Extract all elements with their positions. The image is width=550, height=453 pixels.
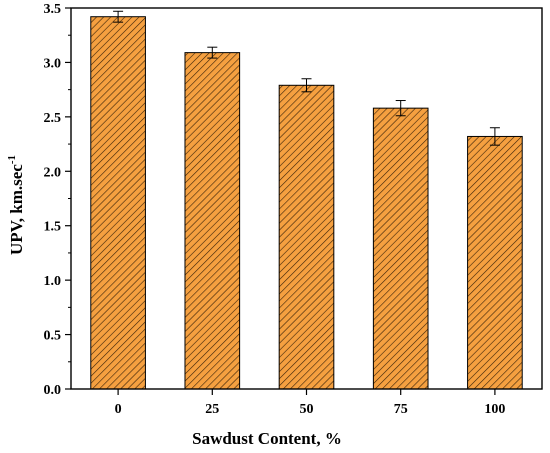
y-tick-label-0.5: 0.5 (44, 329, 62, 344)
y-tick-label-0.0: 0.0 (44, 383, 62, 398)
error-bar-25 (207, 46, 218, 59)
y-tick-label-2.5: 2.5 (44, 111, 62, 126)
bar-75 (372, 107, 429, 390)
y-tick-label-1.0: 1.0 (44, 274, 62, 289)
x-tick-label-100: 100 (484, 402, 505, 417)
x-tick-label-75: 75 (394, 402, 408, 417)
bar-100 (467, 135, 523, 390)
bar-0 (90, 16, 146, 390)
y-axis-title-superscript: -1 (6, 155, 18, 164)
x-tick-label-25: 25 (205, 402, 219, 417)
error-bar-50 (301, 78, 312, 93)
error-bar-75 (395, 100, 406, 117)
bar-25 (184, 52, 241, 390)
x-tick-label-0: 0 (115, 402, 122, 417)
x-tick-label-50: 50 (300, 402, 314, 417)
bar-50 (278, 84, 335, 390)
x-axis-title: Sawdust Content, % (192, 429, 342, 448)
y-tick-label-3.5: 3.5 (44, 2, 62, 17)
y-axis-title: UPV, km.sec-1 (6, 155, 26, 255)
error-bar-0 (113, 10, 124, 23)
y-axis-title-main: UPV, km.sec (7, 164, 26, 255)
y-tick-label-3.0: 3.0 (44, 56, 62, 71)
y-tick-label-2.0: 2.0 (44, 165, 62, 180)
error-bar-100 (489, 127, 500, 146)
y-tick-label-1.5: 1.5 (44, 220, 62, 235)
